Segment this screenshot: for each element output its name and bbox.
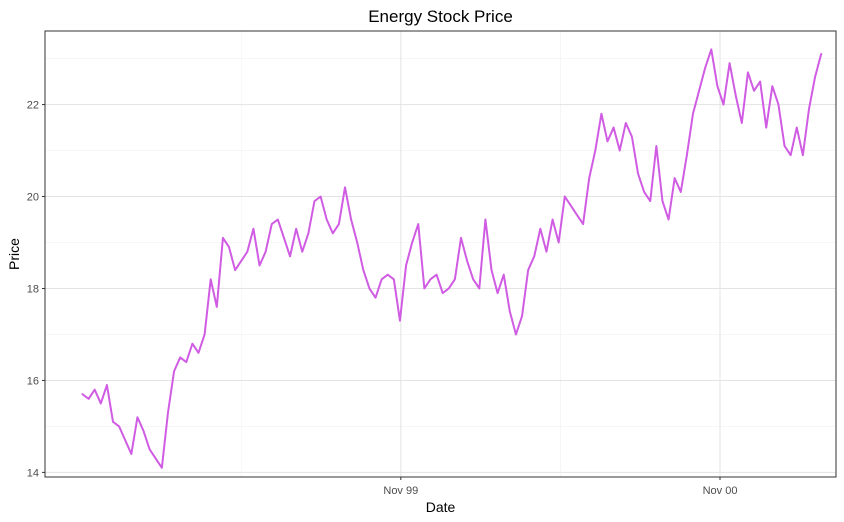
x-tick-label: Nov 99 [383,485,418,497]
x-axis-title: Date [426,499,456,515]
plot-border [44,30,837,478]
y-tick-label: 16 [27,375,39,387]
series-group [81,48,823,469]
y-axis: 14 16 18 20 22 [27,100,45,479]
chart-title: Energy Stock Price [368,7,513,26]
price-line [81,48,823,469]
plot-panel [45,31,836,477]
y-axis-title: Price [6,238,22,270]
y-tick-label: 14 [27,467,39,479]
y-tick-label: 22 [27,100,39,112]
x-axis: Nov 99 Nov 00 [383,477,737,497]
x-tick-label: Nov 00 [703,485,738,497]
y-tick-label: 20 [27,192,39,204]
y-tick-label: 18 [27,283,39,295]
